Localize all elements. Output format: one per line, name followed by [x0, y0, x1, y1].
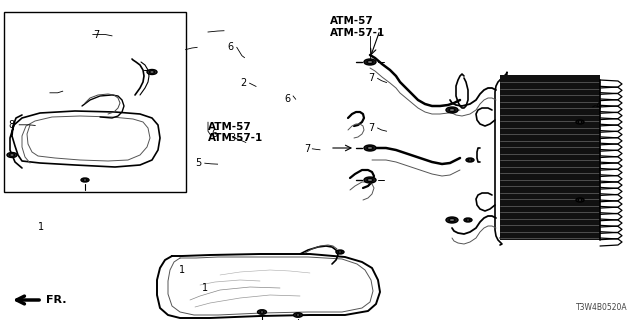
- Circle shape: [578, 121, 582, 123]
- Circle shape: [338, 251, 342, 253]
- Text: 6: 6: [211, 129, 218, 140]
- Circle shape: [367, 60, 373, 63]
- Circle shape: [296, 314, 300, 316]
- Text: 4: 4: [595, 100, 602, 111]
- Circle shape: [147, 69, 157, 75]
- Circle shape: [260, 311, 264, 313]
- Circle shape: [10, 154, 15, 156]
- Circle shape: [576, 120, 584, 124]
- Circle shape: [364, 59, 376, 65]
- Text: ATM-57
ATM-57-1: ATM-57 ATM-57-1: [208, 122, 263, 143]
- Circle shape: [449, 108, 455, 111]
- Circle shape: [466, 219, 470, 221]
- Circle shape: [83, 179, 87, 181]
- Text: 3: 3: [229, 132, 236, 143]
- Circle shape: [367, 179, 373, 181]
- Circle shape: [257, 310, 266, 314]
- Circle shape: [446, 217, 458, 223]
- Text: T3W4B0520A: T3W4B0520A: [577, 303, 628, 312]
- Text: 7: 7: [93, 29, 99, 40]
- Text: 2: 2: [240, 78, 246, 88]
- Circle shape: [446, 107, 458, 113]
- Text: 1: 1: [179, 265, 186, 276]
- Circle shape: [7, 153, 17, 157]
- Text: 7: 7: [368, 73, 374, 84]
- Text: FR.: FR.: [46, 295, 67, 305]
- Text: 1: 1: [202, 283, 208, 293]
- Circle shape: [364, 145, 376, 151]
- Circle shape: [449, 219, 455, 221]
- Circle shape: [464, 218, 472, 222]
- Bar: [4, 12, 186, 192]
- Bar: [500, 75, 600, 240]
- Circle shape: [367, 147, 373, 149]
- Text: ATM-57
ATM-57-1: ATM-57 ATM-57-1: [330, 16, 385, 38]
- Text: 6: 6: [285, 94, 291, 104]
- Text: 1: 1: [38, 222, 45, 232]
- Circle shape: [150, 71, 154, 73]
- Text: 8: 8: [8, 120, 15, 130]
- Text: 7: 7: [368, 123, 374, 133]
- Circle shape: [364, 177, 376, 183]
- Circle shape: [578, 199, 582, 201]
- Circle shape: [81, 178, 89, 182]
- Circle shape: [336, 250, 344, 254]
- Text: 6: 6: [227, 42, 234, 52]
- Circle shape: [468, 159, 472, 161]
- Text: 7: 7: [304, 144, 310, 154]
- Circle shape: [466, 158, 474, 162]
- Circle shape: [576, 198, 584, 202]
- Circle shape: [294, 313, 303, 317]
- Text: 5: 5: [195, 158, 202, 168]
